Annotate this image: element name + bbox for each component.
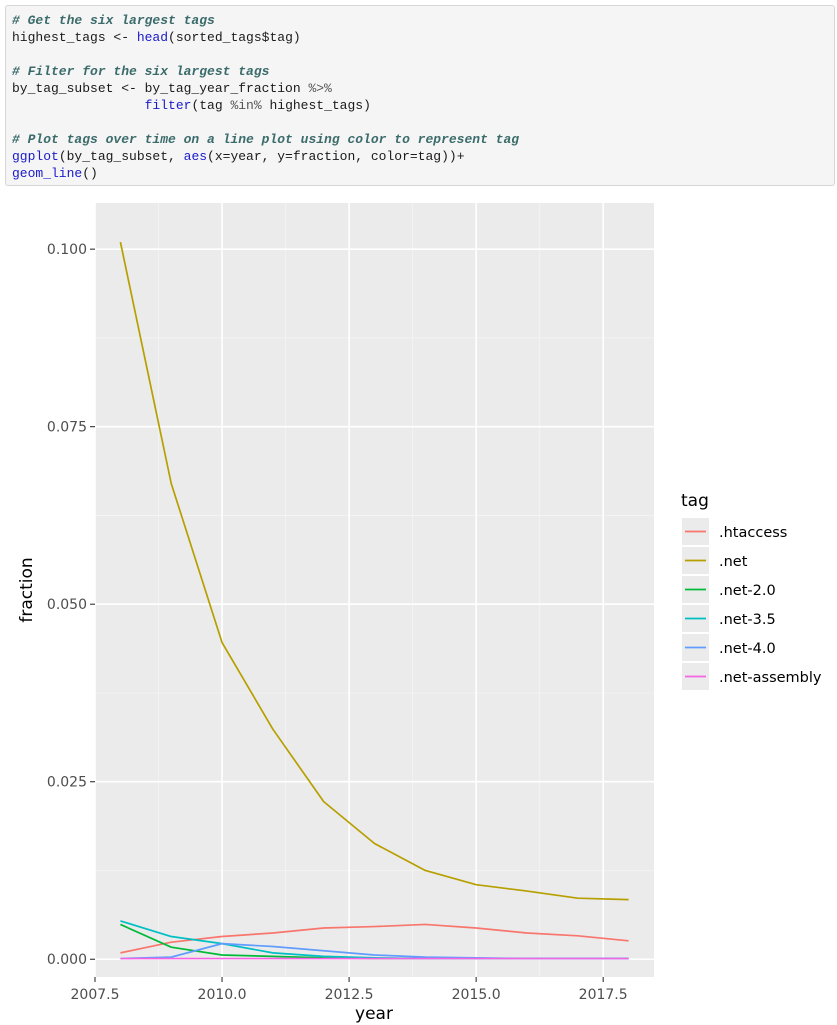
legend: tag .htaccess .net .net-2.0 .net-3.5 .net-4.… xyxy=(681,491,822,690)
code-line: # Get the six largest tags xyxy=(12,12,834,29)
code-function: filter xyxy=(144,98,192,113)
y-axis: 0.000 0.025 0.050 0.075 0.100 xyxy=(47,242,95,968)
x-tick-label: 2010.0 xyxy=(198,987,247,1003)
x-axis-title: year xyxy=(355,1004,393,1024)
x-axis: 2007.5 2010.0 2012.5 2015.0 2017.5 xyxy=(71,977,628,1003)
code-line: highest_tags <- head(sorted_tags$tag) xyxy=(12,29,834,46)
series-line-htaccess xyxy=(120,923,629,954)
code-line: ggplot(by_tag_subset, aes(x=year, y=frac… xyxy=(12,148,834,165)
code-comment: # Filter for the six largest tags xyxy=(12,64,270,79)
legend-item-net-4-0: .net-4.0 xyxy=(682,634,776,661)
y-tick-label: 0.100 xyxy=(47,242,87,258)
x-tick-label: 2015.0 xyxy=(452,987,501,1003)
code-line: # Plot tags over time on a line plot usi… xyxy=(12,131,834,148)
code-text: %>% xyxy=(308,81,332,96)
y-axis-title: fraction xyxy=(17,557,37,622)
legend-label: .net-assembly xyxy=(719,670,822,686)
code-text: (tag xyxy=(191,98,231,113)
y-tick-label: 0.075 xyxy=(47,420,87,436)
code-text: highest_tags <- xyxy=(12,30,137,45)
code-function: head xyxy=(136,30,169,45)
code-text: highest_tags) xyxy=(261,98,371,113)
legend-title: tag xyxy=(681,491,709,511)
legend-item-net: .net xyxy=(682,547,748,574)
code-function: aes xyxy=(183,149,208,164)
legend-item-net-2-0: .net-2.0 xyxy=(682,576,776,603)
x-tick-label: 2012.5 xyxy=(325,987,374,1003)
code-text: (x=year, y=fraction, color=tag))+ xyxy=(207,149,465,164)
legend-label: .net-4.0 xyxy=(719,641,776,657)
plot-panel xyxy=(95,203,654,977)
legend-item-net-3-5: .net-3.5 xyxy=(682,605,776,632)
legend-label: .htaccess xyxy=(719,525,787,541)
y-tick-label: 0.025 xyxy=(47,775,87,791)
y-tick-label: 0.050 xyxy=(47,597,87,613)
code-line: by_tag_subset <- by_tag_year_fraction %>… xyxy=(12,80,834,97)
code-text: (sorted_tags$tag) xyxy=(168,30,301,45)
code-text: by_tag_subset <- by_tag_year_fraction xyxy=(12,81,309,96)
code-function: geom_line xyxy=(12,166,83,181)
code-text: () xyxy=(82,166,98,181)
code-text: %in% xyxy=(230,98,262,113)
x-tick-label: 2007.5 xyxy=(71,987,120,1003)
legend-label: .net-3.5 xyxy=(719,612,776,628)
code-block: # Get the six largest tags highest_tags <… xyxy=(5,5,835,186)
legend-item-htaccess: .htaccess xyxy=(682,518,787,545)
legend-label: .net-2.0 xyxy=(719,583,776,599)
code-comment: # Plot tags over time on a line plot usi… xyxy=(12,132,520,147)
code-line: # Filter for the six largest tags xyxy=(12,63,834,80)
code-function: ggplot xyxy=(12,149,59,164)
series-line-net xyxy=(119,241,629,901)
series-lines xyxy=(119,241,629,960)
legend-label: .net xyxy=(719,554,748,570)
code-comment: # Get the six largest tags xyxy=(12,13,215,28)
code-line: filter(tag %in% highest_tags) xyxy=(12,97,834,114)
code-line: geom_line() xyxy=(12,165,834,182)
x-tick-label: 2017.5 xyxy=(579,987,628,1003)
y-tick-label: 0.000 xyxy=(47,952,87,968)
legend-item-net-assembly: .net-assembly xyxy=(682,663,822,690)
minor-grid xyxy=(95,203,654,977)
code-text: (by_tag_subset, xyxy=(58,149,184,164)
